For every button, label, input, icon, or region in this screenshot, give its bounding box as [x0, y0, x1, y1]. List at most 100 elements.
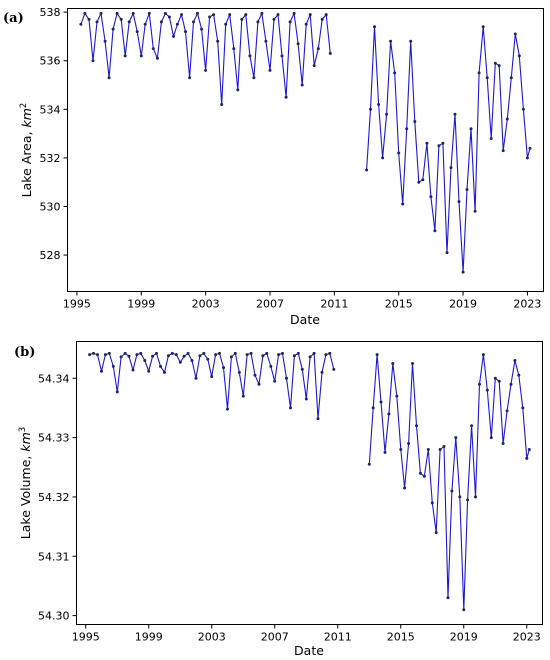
- panel-a-data-point: [381, 156, 385, 160]
- panel-b-data-point: [182, 354, 186, 358]
- panel-a-series-line: [80, 12, 331, 106]
- panel-b-data-point: [245, 353, 249, 357]
- panel-b-data-point: [281, 351, 284, 355]
- panel-a-x-tick-label: 2011: [320, 298, 348, 311]
- panel-b-data-point: [206, 357, 210, 361]
- panel-a-data-point: [521, 107, 525, 111]
- panel-a-data-point: [240, 17, 244, 21]
- panel-a-data-point: [385, 112, 389, 116]
- panel-b-data-point: [481, 353, 485, 357]
- panel-a-data-point: [296, 42, 300, 46]
- panel-b-data-point: [151, 354, 155, 358]
- panel-b-y-axis-label: Lake Volume, km3: [18, 427, 33, 539]
- panel-a-data-point: [324, 13, 328, 17]
- panel-a-data-point: [409, 39, 413, 43]
- panel-a-data-point: [373, 25, 376, 29]
- panel-a-data-point: [509, 76, 513, 80]
- panel-a-data-point: [389, 39, 393, 43]
- panel-a-y-tick-label: 530: [40, 200, 61, 213]
- panel-b-data-point: [300, 367, 304, 371]
- panel-a-data-point: [525, 156, 529, 160]
- panel-a-data-point: [453, 112, 457, 116]
- panel-b-data-point: [241, 394, 245, 398]
- panel-a-data-point: [151, 47, 155, 51]
- panel-b-data-point: [186, 351, 190, 355]
- panel-a-data-point: [83, 11, 87, 15]
- panel-a-x-tick-label: 1999: [127, 298, 155, 311]
- panel-a-data-point: [232, 47, 236, 51]
- panel-a-data-point: [328, 51, 332, 55]
- panel-b-data-point: [438, 448, 442, 451]
- panel-b-data-point: [418, 471, 422, 475]
- panel-b-y-axis-label-unit: km: [18, 432, 33, 451]
- panel-b-data-point: [277, 353, 281, 357]
- panel-b-data-point: [190, 359, 194, 362]
- panel-a-y-axis-label-exponent: 2: [19, 103, 29, 108]
- panel-a-data-point: [461, 270, 465, 274]
- panel-a-data-point: [528, 146, 532, 150]
- panel-b-x-tick-label: 2003: [198, 631, 226, 644]
- panel-a-data-point: [489, 137, 493, 140]
- panel-b-data-point: [131, 368, 135, 372]
- panel-b-data-point: [96, 353, 99, 357]
- panel-b-data-point: [415, 424, 418, 428]
- panel-a-y-tick-label: 528: [40, 249, 61, 262]
- panel-b-data-point: [399, 448, 403, 451]
- panel-b-data-point: [107, 351, 111, 355]
- panel-b-plot-frame: [76, 341, 543, 625]
- panel-b-data-point: [527, 448, 531, 451]
- panel-b-ticks: 1995 1999 2003 2007 2011 2015 2019 2023 54.30 54.…: [38, 372, 541, 643]
- panel-a-data-point: [184, 30, 187, 34]
- panel-b-data-point: [269, 364, 273, 368]
- panel-b-series-line: [368, 354, 530, 611]
- panel-b-data-point: [312, 351, 316, 355]
- panel-a-data-point: [393, 71, 397, 75]
- panel-b-data-point: [304, 397, 308, 401]
- panel-a-data-point: [276, 13, 280, 17]
- panel-a-data-point: [288, 20, 292, 24]
- panel-b-data-point: [501, 442, 505, 445]
- panel-a-data-point: [272, 17, 276, 21]
- panel-b-y-tick-label: 54.32: [38, 491, 70, 504]
- panel-b-data-point: [332, 367, 336, 371]
- panel-b-data-point: [466, 498, 470, 502]
- panel-a-x-tick-label: 1995: [63, 298, 91, 311]
- panel-b-data-point: [233, 351, 237, 355]
- panel-a-ticks: 1995 1999 2003 2007 2011 2015 2019 2023 528 530 53…: [40, 6, 542, 310]
- panel-b-data-point: [505, 409, 509, 413]
- panel-a-data-point: [188, 76, 192, 80]
- panel-b-data-point: [450, 489, 454, 493]
- panel-b-data-point: [257, 382, 261, 386]
- panel-a-data-point: [312, 64, 316, 68]
- panel-b-y-axis-label-exponent: 3: [18, 427, 28, 432]
- panel-a-data-point: [465, 188, 469, 191]
- panel-b-data-point: [139, 351, 143, 355]
- panel-a-data-point: [192, 20, 195, 24]
- panel-b-x-tick-label: 1999: [135, 631, 163, 644]
- panel-a-data-point: [163, 11, 167, 15]
- panel-a-data-point: [280, 54, 284, 58]
- panel-b-data-point: [497, 379, 501, 383]
- panel-a-data-point: [248, 54, 252, 58]
- panel-b-data-point: [422, 474, 426, 478]
- panel-a-data-point: [260, 11, 264, 15]
- panel-a-data-point: [147, 11, 151, 15]
- panel-b-data-point: [426, 448, 430, 451]
- panel-a-data-point: [401, 202, 405, 206]
- panel-b-data-point: [127, 354, 131, 358]
- panel-a-data-point: [505, 117, 509, 121]
- panel-a-data-point: [143, 22, 147, 26]
- panel-a-data-point: [103, 39, 107, 43]
- panel-b-data-point: [159, 364, 162, 368]
- panel-b-data-point: [454, 436, 458, 440]
- panel-b-data-point: [324, 353, 328, 357]
- panel-b-data-point: [308, 355, 312, 359]
- panel-b-data-point: [478, 382, 481, 386]
- panel-a-y-tick-label: 536: [40, 55, 61, 68]
- panel-a-area-chart: (a) 1995 1999 2003 2007 2011 2015 2019 2023 528 5…: [3, 6, 544, 327]
- panel-a-data-point: [224, 22, 228, 26]
- panel-a-data-point: [99, 11, 103, 15]
- panel-a-data-point: [445, 251, 449, 255]
- panel-a-data-point: [95, 20, 99, 24]
- panel-a-data-point: [196, 11, 199, 15]
